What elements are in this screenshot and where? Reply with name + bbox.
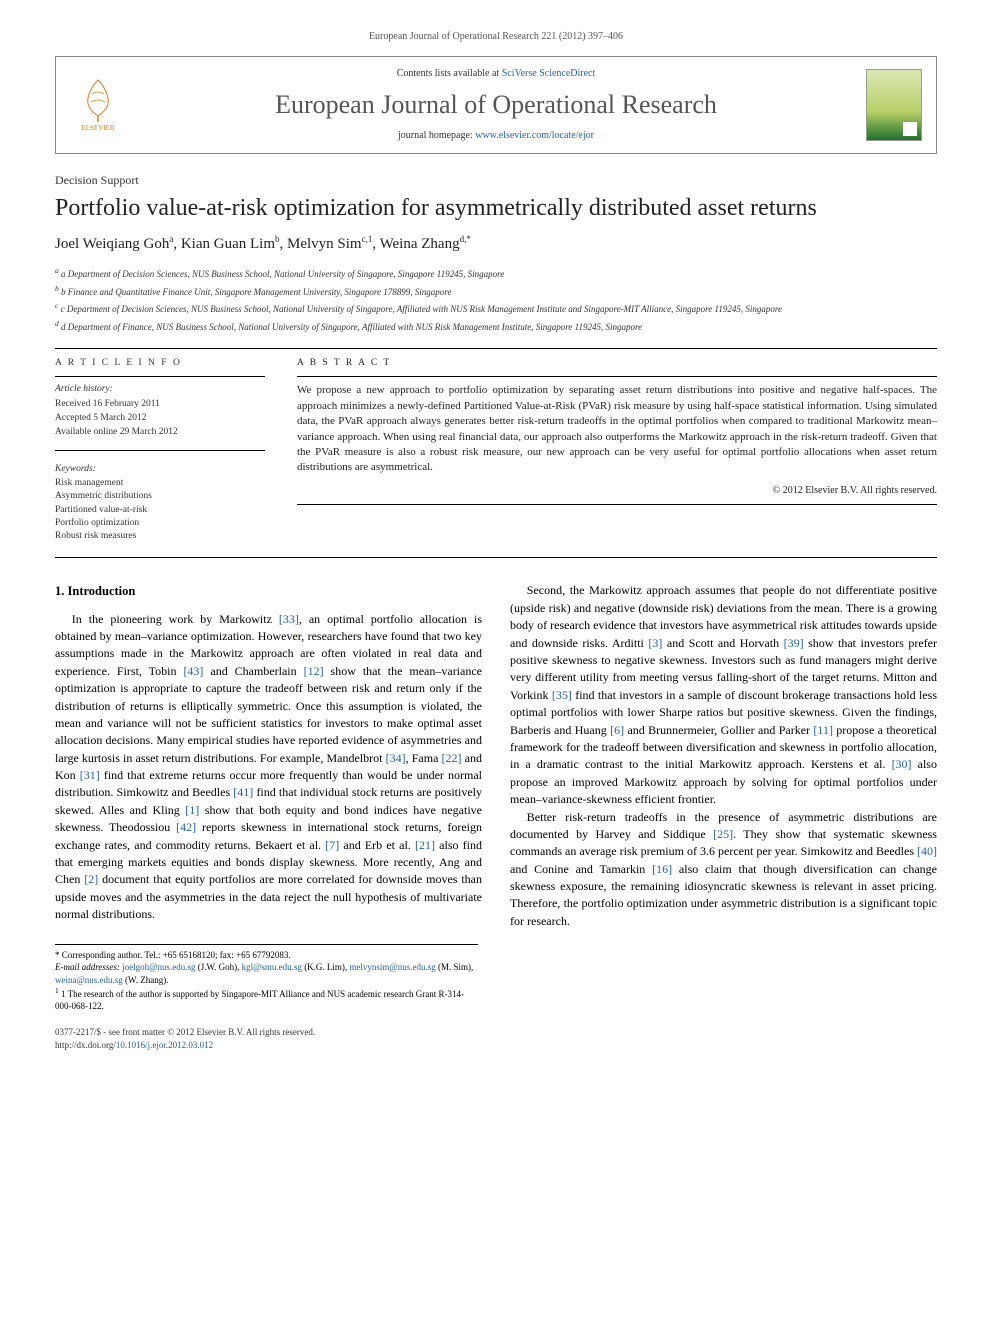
abstract-text: We propose a new approach to portfolio o…: [297, 383, 937, 475]
citation-link[interactable]: [6]: [610, 723, 624, 737]
journal-homepage-link[interactable]: www.elsevier.com/locate/ejor: [475, 130, 594, 141]
body-two-column: 1. Introduction In the pioneering work b…: [55, 582, 937, 930]
contents-prefix: Contents lists available at: [397, 68, 502, 79]
citation-link[interactable]: [34]: [386, 751, 406, 765]
homepage-prefix: journal homepage:: [398, 130, 475, 141]
journal-reference: European Journal of Operational Research…: [55, 30, 937, 44]
article-title: Portfolio value-at-risk optimization for…: [55, 193, 937, 223]
citation-link[interactable]: [42]: [176, 820, 196, 834]
citation-link[interactable]: [1]: [185, 803, 199, 817]
citation-link[interactable]: [21]: [415, 838, 435, 852]
citation-link[interactable]: [40]: [917, 844, 937, 858]
history-heading: Article history:: [55, 383, 265, 396]
funding-note: 1 1 The research of the author is suppor…: [55, 986, 478, 1012]
journal-name: European Journal of Operational Research: [140, 87, 852, 123]
elsevier-logo-label: ELSEVIER: [81, 124, 114, 134]
corresponding-author-note: * Corresponding author. Tel.: +65 651681…: [55, 949, 478, 961]
citation-link[interactable]: [16]: [652, 862, 672, 876]
citation-link[interactable]: [2]: [84, 872, 98, 886]
section-heading-introduction: 1. Introduction: [55, 582, 482, 600]
journal-cover-thumbnail: [866, 69, 922, 141]
citation-link[interactable]: [11]: [813, 723, 833, 737]
journal-header: ELSEVIER Contents lists available at Sci…: [55, 56, 937, 154]
citation-link[interactable]: [22]: [442, 751, 462, 765]
citation-link[interactable]: [30]: [892, 757, 912, 771]
keyword: Partitioned value-at-risk: [55, 504, 265, 517]
journal-homepage-line: journal homepage: www.elsevier.com/locat…: [140, 129, 852, 143]
affiliations-block: a a Department of Decision Sciences, NUS…: [55, 265, 937, 334]
history-received: Received 16 February 2011: [55, 398, 265, 411]
contents-list-line: Contents lists available at SciVerse Sci…: [140, 67, 852, 81]
divider-rule: [55, 348, 937, 349]
front-matter-block: 0377-2217/$ - see front matter © 2012 El…: [55, 1026, 315, 1051]
divider-rule: [55, 557, 937, 558]
email-link[interactable]: weina@nus.edu.sg: [55, 975, 123, 985]
keyword: Portfolio optimization: [55, 517, 265, 530]
citation-link[interactable]: [39]: [784, 636, 804, 650]
article-info-heading: A R T I C L E I N F O: [55, 357, 265, 370]
affiliation-c: c c Department of Decision Sciences, NUS…: [55, 300, 937, 317]
bottom-bar: 0377-2217/$ - see front matter © 2012 El…: [55, 1026, 937, 1051]
doi-line: http://dx.doi.org/10.1016/j.ejor.2012.03…: [55, 1039, 315, 1052]
header-center: Contents lists available at SciVerse Sci…: [140, 67, 852, 143]
email-link[interactable]: kgl@smu.edu.sg: [242, 962, 302, 972]
citation-link[interactable]: [3]: [648, 636, 662, 650]
abstract-heading: A B S T R A C T: [297, 357, 937, 370]
elsevier-tree-icon: [78, 76, 118, 122]
affiliation-a: a a Department of Decision Sciences, NUS…: [55, 265, 937, 282]
sciencedirect-link[interactable]: SciVerse ScienceDirect: [502, 68, 596, 79]
citation-link[interactable]: [33]: [279, 612, 299, 626]
email-link[interactable]: melvynsim@nus.edu.sg: [349, 962, 435, 972]
email-link[interactable]: joelgoh@nus.edu.sg: [122, 962, 195, 972]
doi-link[interactable]: 10.1016/j.ejor.2012.03.012: [116, 1040, 213, 1050]
authors-line: Joel Weiqiang Goha, Kian Guan Limb, Melv…: [55, 233, 937, 255]
info-abstract-row: A R T I C L E I N F O Article history: R…: [55, 357, 937, 543]
history-online: Available online 29 March 2012: [55, 426, 265, 439]
elsevier-logo: ELSEVIER: [70, 72, 126, 138]
keyword: Asymmetric distributions: [55, 490, 265, 503]
affiliation-d: d d Department of Finance, NUS Business …: [55, 318, 937, 335]
citation-link[interactable]: [12]: [304, 664, 324, 678]
keyword: Risk management: [55, 477, 265, 490]
footnotes-block: * Corresponding author. Tel.: +65 651681…: [55, 944, 478, 1012]
email-addresses-line: E-mail addresses: joelgoh@nus.edu.sg (J.…: [55, 961, 478, 985]
citation-link[interactable]: [41]: [233, 785, 253, 799]
citation-link[interactable]: [25]: [713, 827, 733, 841]
intro-paragraph-3: Better risk-return tradeoffs in the pres…: [510, 809, 937, 931]
affiliation-b: b b Finance and Quantitative Finance Uni…: [55, 283, 937, 300]
page-root: European Journal of Operational Research…: [0, 0, 992, 1091]
intro-paragraph-2: Second, the Markowitz approach assumes t…: [510, 582, 937, 808]
keywords-heading: Keywords:: [55, 463, 265, 476]
abstract-copyright: © 2012 Elsevier B.V. All rights reserved…: [297, 484, 937, 498]
article-section-label: Decision Support: [55, 172, 937, 189]
citation-link[interactable]: [31]: [80, 768, 100, 782]
article-info-block: A R T I C L E I N F O Article history: R…: [55, 357, 265, 543]
history-accepted: Accepted 5 March 2012: [55, 412, 265, 425]
intro-paragraph-1: In the pioneering work by Markowitz [33]…: [55, 611, 482, 924]
citation-link[interactable]: [7]: [325, 838, 339, 852]
keyword: Robust risk measures: [55, 530, 265, 543]
citation-link[interactable]: [35]: [552, 688, 572, 702]
issn-copyright: 0377-2217/$ - see front matter © 2012 El…: [55, 1026, 315, 1039]
abstract-block: A B S T R A C T We propose a new approac…: [297, 357, 937, 543]
citation-link[interactable]: [43]: [183, 664, 203, 678]
